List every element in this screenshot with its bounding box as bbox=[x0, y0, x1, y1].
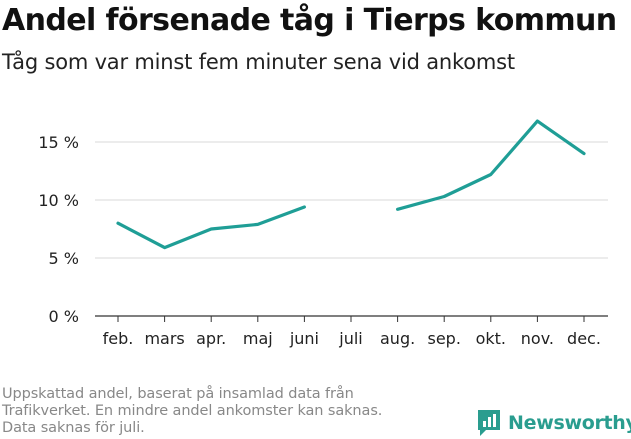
x-tick-label: dec. bbox=[567, 329, 601, 348]
x-tick-label: aug. bbox=[380, 329, 415, 348]
newsworthy-logo-icon bbox=[478, 410, 500, 436]
x-axis-labels: feb. mars apr. maj juni juli aug. sep. okt. nov. d… bbox=[103, 329, 601, 348]
x-tick-label: maj bbox=[243, 329, 273, 348]
brand-logo: Newsworthy bbox=[476, 408, 631, 438]
grid-lines bbox=[95, 141, 608, 322]
chart-subtitle: Tåg som var minst fem minuter sena vid a… bbox=[2, 50, 515, 74]
x-tick-label: feb. bbox=[103, 329, 134, 348]
x-tick-label: apr. bbox=[196, 329, 226, 348]
x-tick-label: sep. bbox=[427, 329, 460, 348]
footnote: Uppskattad andel, baserat på insamlad da… bbox=[2, 386, 432, 437]
y-tick-label: 15 % bbox=[38, 133, 79, 152]
footnote-line: Trafikverket. En mindre andel ankomster … bbox=[2, 403, 383, 419]
y-axis-labels: 0 % 5 % 10 % 15 % bbox=[38, 133, 79, 326]
series-line-segment bbox=[396, 119, 586, 211]
footnote-line: Data saknas för juli. bbox=[2, 420, 145, 436]
series-line-segment bbox=[116, 205, 306, 250]
y-tick-label: 5 % bbox=[49, 249, 79, 268]
y-tick-label: 10 % bbox=[38, 191, 79, 210]
x-tick-label: okt. bbox=[476, 329, 506, 348]
x-tick-label: juli bbox=[338, 329, 362, 348]
brand-name: Newsworthy bbox=[508, 412, 631, 434]
line-chart: 0 % 5 % 10 % 15 % feb. mars apr. maj juni juli au… bbox=[38, 119, 608, 348]
x-tick-label: mars bbox=[144, 329, 184, 348]
series-lines bbox=[116, 119, 586, 250]
footnote-line: Uppskattad andel, baserat på insamlad da… bbox=[2, 386, 354, 402]
y-tick-label: 0 % bbox=[49, 307, 79, 326]
x-tick-label: nov. bbox=[521, 329, 554, 348]
x-tick-label: juni bbox=[289, 329, 319, 348]
chart-title: Andel försenade tåg i Tierps kommun bbox=[2, 3, 617, 38]
